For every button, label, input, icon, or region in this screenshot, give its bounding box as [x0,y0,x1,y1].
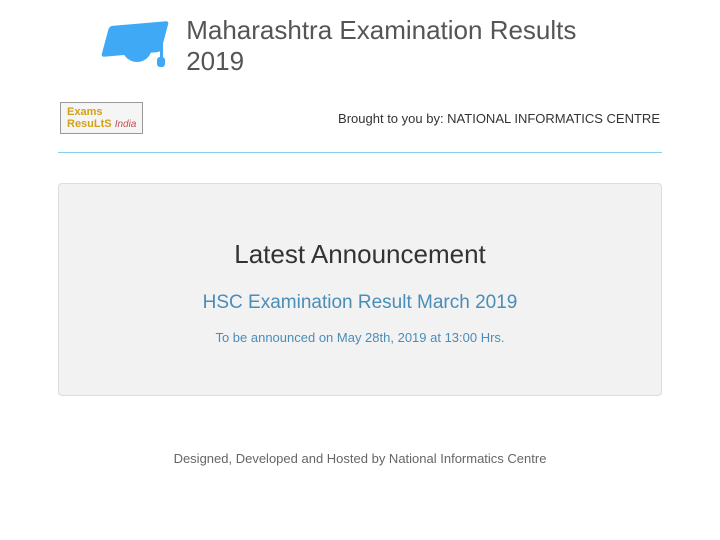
header: Maharashtra Examination Results 2019 [40,10,680,87]
logo-india-text: India [115,119,137,130]
page-container: Maharashtra Examination Results 2019 Exa… [0,0,720,476]
announcement-heading: Latest Announcement [89,239,631,270]
announcement-card: Latest Announcement HSC Examination Resu… [58,183,662,396]
announcement-timing: To be announced on May 28th, 2019 at 13:… [89,330,631,345]
brought-by-text: Brought to you by: NATIONAL INFORMATICS … [338,111,660,126]
logo-exams-text: Exams [67,106,102,118]
exams-results-logo[interactable]: Exams ResuLtS India [60,102,143,134]
result-link[interactable]: HSC Examination Result March 2019 [89,292,631,314]
footer-text: Designed, Developed and Hosted by Nation… [40,451,680,466]
divider-line [58,152,662,153]
sub-header: Exams ResuLtS India Brought to you by: N… [40,87,680,144]
site-title: Maharashtra Examination Results 2019 [186,15,620,77]
logo-results-text: ResuLtS [67,118,112,130]
graduation-cap-icon [100,19,176,74]
